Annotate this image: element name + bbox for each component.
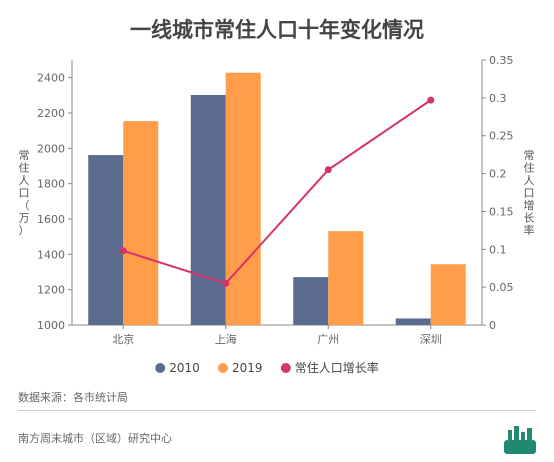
data-source: 数据来源：各市统计局 — [18, 391, 128, 404]
legend-marker-2019 — [218, 363, 228, 373]
y-tick-label-right: 0.2 — [489, 168, 507, 181]
legend-marker-2010 — [155, 363, 166, 373]
bar-2010-北京 — [88, 155, 124, 325]
divider — [18, 410, 536, 411]
y-axis-title-right: 常住人口增长率 — [524, 149, 535, 237]
y-tick-label-left: 1000 — [37, 319, 65, 332]
org-name: 南方周末城市（区域）研究中心 — [18, 432, 172, 445]
y-tick-label-left: 1600 — [37, 213, 65, 226]
growth-rate-point-广州 — [324, 166, 332, 174]
bar-2019-深圳 — [430, 264, 466, 325]
logo-icon — [504, 426, 536, 454]
chart-title: 一线城市常住人口十年变化情况 — [130, 18, 424, 42]
legend-label: 2010 — [169, 361, 200, 375]
y-tick-label-left: 1800 — [37, 178, 65, 191]
y-tick-label-right: 0.05 — [489, 281, 514, 294]
y-tick-label-right: 0.25 — [489, 130, 514, 143]
legend-label: 2019 — [232, 361, 263, 375]
x-tick-label: 广州 — [317, 333, 339, 346]
y-tick-label-right: 0.1 — [489, 243, 507, 256]
growth-rate-point-北京 — [119, 247, 127, 255]
y-tick-label-right: 0.35 — [489, 54, 514, 67]
y-tick-label-left: 1400 — [37, 248, 65, 261]
y-tick-label-right: 0.3 — [489, 92, 507, 105]
y-axis-title-left: 常住人口（万） — [19, 149, 30, 237]
legend-label: 常住人口增长率 — [295, 360, 379, 375]
chart-svg: 1000 1200 1400 1600 1800 2000 2200 2400 0 0.05 0.1… — [19, 54, 535, 375]
x-tick-label: 上海 — [215, 332, 237, 346]
growth-rate-point-上海 — [222, 279, 230, 287]
y-tick-label-right: 0.15 — [489, 205, 514, 218]
x-tick-label: 北京 — [112, 332, 134, 346]
bar-2010-广州 — [293, 277, 329, 325]
bar-2010-上海 — [190, 94, 226, 325]
bar-2019-广州 — [328, 231, 364, 325]
bar-2019-北京 — [123, 121, 159, 325]
y-tick-label-left: 2400 — [37, 72, 65, 85]
y-tick-label-left: 2000 — [37, 142, 65, 155]
y-tick-label-left: 1200 — [37, 284, 65, 297]
bar-2010-深圳 — [395, 318, 431, 325]
legend-marker-常住人口增长率 — [280, 363, 291, 373]
y-tick-label-left: 2200 — [37, 107, 65, 120]
y-tick-label-right: 0 — [489, 319, 496, 332]
bar-2019-上海 — [225, 72, 261, 325]
growth-rate-line — [122, 99, 432, 285]
x-tick-label: 深圳 — [420, 333, 442, 346]
growth-rate-point-深圳 — [427, 96, 435, 104]
